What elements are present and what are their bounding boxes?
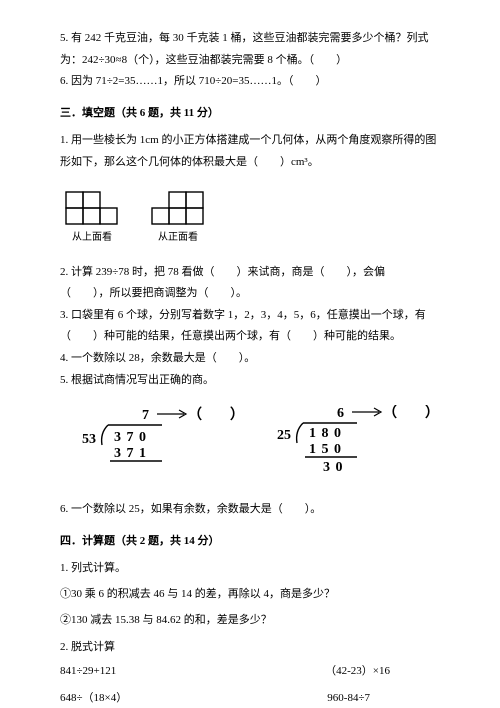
q3-6: 6. 一个数除以 25，如果有余数，余数最大是（ ）。 — [60, 501, 450, 519]
calc-r2a: 648÷（18×4） — [60, 690, 127, 708]
div-left-arrow-target: （ ） — [188, 407, 235, 423]
q4-2-title: 2. 脱式计算 — [60, 639, 450, 657]
q5-line2: 为：242÷30≈8（个），这些豆油都装完需要 8 个桶。（ ） — [60, 52, 450, 70]
figure-front-view: 从正面看 — [150, 190, 206, 246]
q3-4-line: 4. 一个数除以 28，余数最大是（ ）。 — [60, 350, 450, 368]
q5-line1: 5. 有 242 千克豆油，每 30 千克装 1 桶，这些豆油都装完需要多少个桶… — [60, 30, 450, 48]
section3-title: 三．填空题（共 6 题，共 11 分） — [60, 105, 450, 123]
div-left-below: 3 7 1 — [114, 446, 147, 461]
q3-1-line2: 形如下，那么这个几何体的体积最大是（ ）cm³。 — [60, 154, 450, 172]
front-view-icon — [150, 190, 206, 226]
div-left-dividend: 3 7 0 — [114, 430, 147, 445]
q3-3-line2: （ ）种可能的结果，任意摸出两个球，有（ ）种可能的结果。 — [60, 328, 450, 346]
div-left-divisor: 53 — [82, 432, 96, 447]
q3-2-line1: 2. 计算 239÷78 时，把 78 看做（ ）来试商，商是（ ），会偏 — [60, 264, 450, 282]
division-figures: 7 （ ） 53 3 7 0 3 7 1 6 （ ） 25 1 8 0 1 5 … — [80, 405, 450, 485]
div-right-divisor: 25 — [277, 428, 291, 443]
long-division-right: 6 （ ） 25 1 8 0 1 5 0 3 0 — [275, 405, 430, 485]
q4-1-item1: ①30 乘 6 的积减去 46 与 14 的差，再除以 4，商是多少？ — [60, 586, 450, 604]
div-right-dividend: 1 8 0 — [309, 426, 342, 441]
q4-1-title: 1. 列式计算。 — [60, 560, 450, 578]
figure-caption-front: 从正面看 — [158, 230, 198, 246]
div-right-below1: 1 5 0 — [309, 442, 342, 457]
calc-r2b: 960-84÷7 — [327, 690, 370, 708]
long-division-left: 7 （ ） 53 3 7 0 3 7 1 — [80, 405, 235, 475]
calc-r1b: （42-23）×16 — [325, 663, 390, 681]
q6-line: 6. 因为 71÷2=35……1，所以 710÷20=35……1。（ ） — [60, 73, 450, 91]
div-right-below2: 3 0 — [323, 460, 344, 475]
figure-top-view: 从上面看 — [64, 190, 120, 246]
div-right-quot: 6 — [337, 406, 344, 421]
section4-title: 四．计算题（共 2 题，共 14 分） — [60, 533, 450, 551]
calc-row-1: 841÷29+121 （42-23）×16 — [60, 663, 450, 681]
calc-r1a: 841÷29+121 — [60, 663, 116, 681]
q3-1-line1: 1. 用一些棱长为 1cm 的小正方体搭建成一个几何体，从两个角度观察所得的图 — [60, 132, 450, 150]
calc-row-2: 648÷（18×4） 960-84÷7 — [60, 690, 450, 708]
q3-5-line: 5. 根据试商情况写出正确的商。 — [60, 372, 450, 390]
div-left-quot: 7 — [142, 408, 149, 423]
div-right-arrow-target: （ ） — [383, 405, 430, 421]
q3-3-line1: 3. 口袋里有 6 个球，分别写着数字 1，2，3，4，5，6，任意摸出一个球，… — [60, 307, 450, 325]
figure-caption-top: 从上面看 — [72, 230, 112, 246]
q4-1-item2: ②130 减去 15.38 与 84.62 的和，差是多少？ — [60, 612, 450, 630]
q3-2-line2: （ ），所以要把商调整为（ ）。 — [60, 285, 450, 303]
top-view-icon — [64, 190, 120, 226]
figure-row: 从上面看 从正面看 — [64, 190, 450, 246]
